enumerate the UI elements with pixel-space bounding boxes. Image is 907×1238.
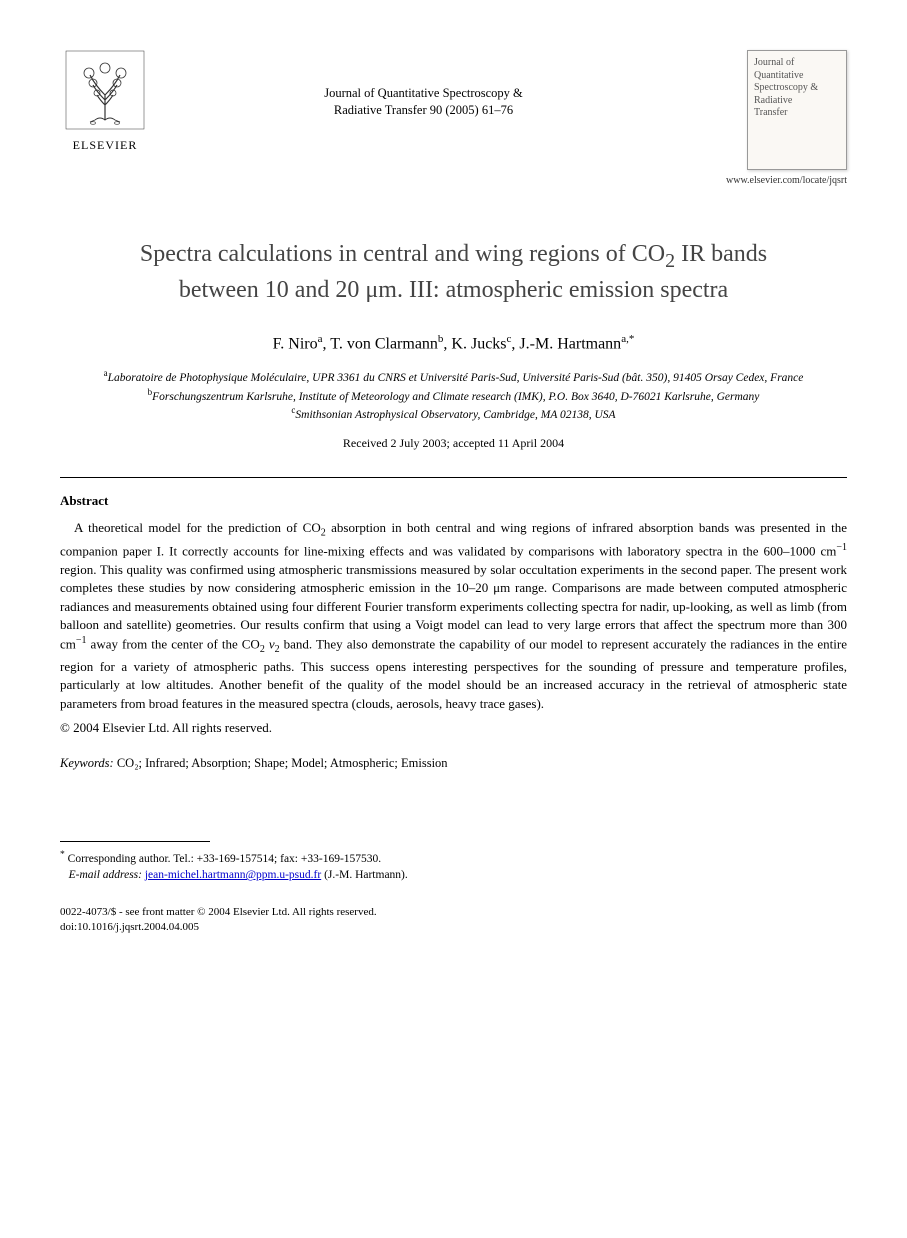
article-dates: Received 2 July 2003; accepted 11 April … bbox=[60, 435, 847, 451]
abstract-body: A theoretical model for the prediction o… bbox=[60, 519, 847, 713]
affil-c: Smithsonian Astrophysical Observatory, C… bbox=[295, 409, 615, 421]
authors-line: F. Niroa, T. von Clarmannb, K. Jucksc, J… bbox=[60, 332, 847, 355]
cover-line2: Quantitative bbox=[754, 70, 840, 83]
cover-line1: Journal of bbox=[754, 57, 840, 70]
author-3-sup: c bbox=[507, 333, 512, 345]
author-2: T. von Clarmann bbox=[330, 335, 438, 352]
publisher-logo-block: ELSEVIER bbox=[60, 50, 150, 153]
author-1: F. Niro bbox=[273, 335, 318, 352]
corresponding-mark: * bbox=[629, 333, 635, 345]
email-line: E-mail address: jean-michel.hartmann@ppm… bbox=[60, 867, 847, 883]
author-4-sup: a, bbox=[621, 333, 629, 345]
title-part1: Spectra calculations in central and wing… bbox=[140, 241, 665, 267]
cover-line4: Radiative bbox=[754, 95, 840, 108]
divider-rule bbox=[60, 477, 847, 478]
elsevier-tree-icon bbox=[65, 50, 145, 135]
journal-cover-block: Journal of Quantitative Spectroscopy & R… bbox=[697, 50, 847, 188]
footnote-rule bbox=[60, 841, 210, 842]
author-3: K. Jucks bbox=[451, 335, 506, 352]
footnote-corr-mark: * bbox=[60, 849, 65, 860]
doi-block: 0022-4073/$ - see front matter © 2004 El… bbox=[60, 905, 847, 935]
email-label: E-mail address: bbox=[69, 869, 142, 881]
author-2-sup: b bbox=[438, 333, 444, 345]
affil-a: Laboratoire de Photophysique Moléculaire… bbox=[108, 371, 804, 383]
title-sub: 2 bbox=[665, 249, 675, 271]
journal-reference: Journal of Quantitative Spectroscopy & R… bbox=[150, 50, 697, 119]
cover-line5: Transfer bbox=[754, 107, 840, 120]
affil-b: Forschungszentrum Karlsruhe, Institute o… bbox=[152, 390, 759, 402]
front-matter-line: 0022-4073/$ - see front matter © 2004 El… bbox=[60, 905, 847, 920]
abstract-heading: Abstract bbox=[60, 492, 847, 510]
publisher-name: ELSEVIER bbox=[73, 137, 138, 153]
header-row: ELSEVIER Journal of Quantitative Spectro… bbox=[60, 50, 847, 188]
footnote-corr-text: Corresponding author. Tel.: +33-169-1575… bbox=[68, 853, 381, 865]
corresponding-author-note: * Corresponding author. Tel.: +33-169-15… bbox=[60, 848, 847, 867]
copyright-line: © 2004 Elsevier Ltd. All rights reserved… bbox=[60, 719, 847, 737]
journal-url[interactable]: www.elsevier.com/locate/jqsrt bbox=[726, 174, 847, 188]
keywords-label: Keywords: bbox=[60, 756, 114, 770]
author-1-sup: a bbox=[318, 333, 323, 345]
journal-ref-line2: Radiative Transfer 90 (2005) 61–76 bbox=[334, 103, 513, 117]
email-author: (J.-M. Hartmann). bbox=[321, 869, 408, 881]
affiliations: aLaboratoire de Photophysique Moléculair… bbox=[100, 367, 807, 424]
journal-ref-line1: Journal of Quantitative Spectroscopy & bbox=[324, 86, 523, 100]
article-title: Spectra calculations in central and wing… bbox=[100, 238, 807, 307]
footnote-block: * Corresponding author. Tel.: +33-169-15… bbox=[60, 848, 847, 883]
doi-line: doi:10.1016/j.jqsrt.2004.04.005 bbox=[60, 920, 847, 935]
keywords-line: Keywords: CO₂; Infrared; Absorption; Sha… bbox=[60, 755, 847, 772]
keywords-text: CO₂; Infrared; Absorption; Shape; Model;… bbox=[114, 756, 448, 770]
cover-line3: Spectroscopy & bbox=[754, 82, 840, 95]
journal-cover-thumbnail: Journal of Quantitative Spectroscopy & R… bbox=[747, 50, 847, 170]
author-4: J.-M. Hartmann bbox=[519, 335, 621, 352]
email-link[interactable]: jean-michel.hartmann@ppm.u-psud.fr bbox=[145, 869, 321, 881]
